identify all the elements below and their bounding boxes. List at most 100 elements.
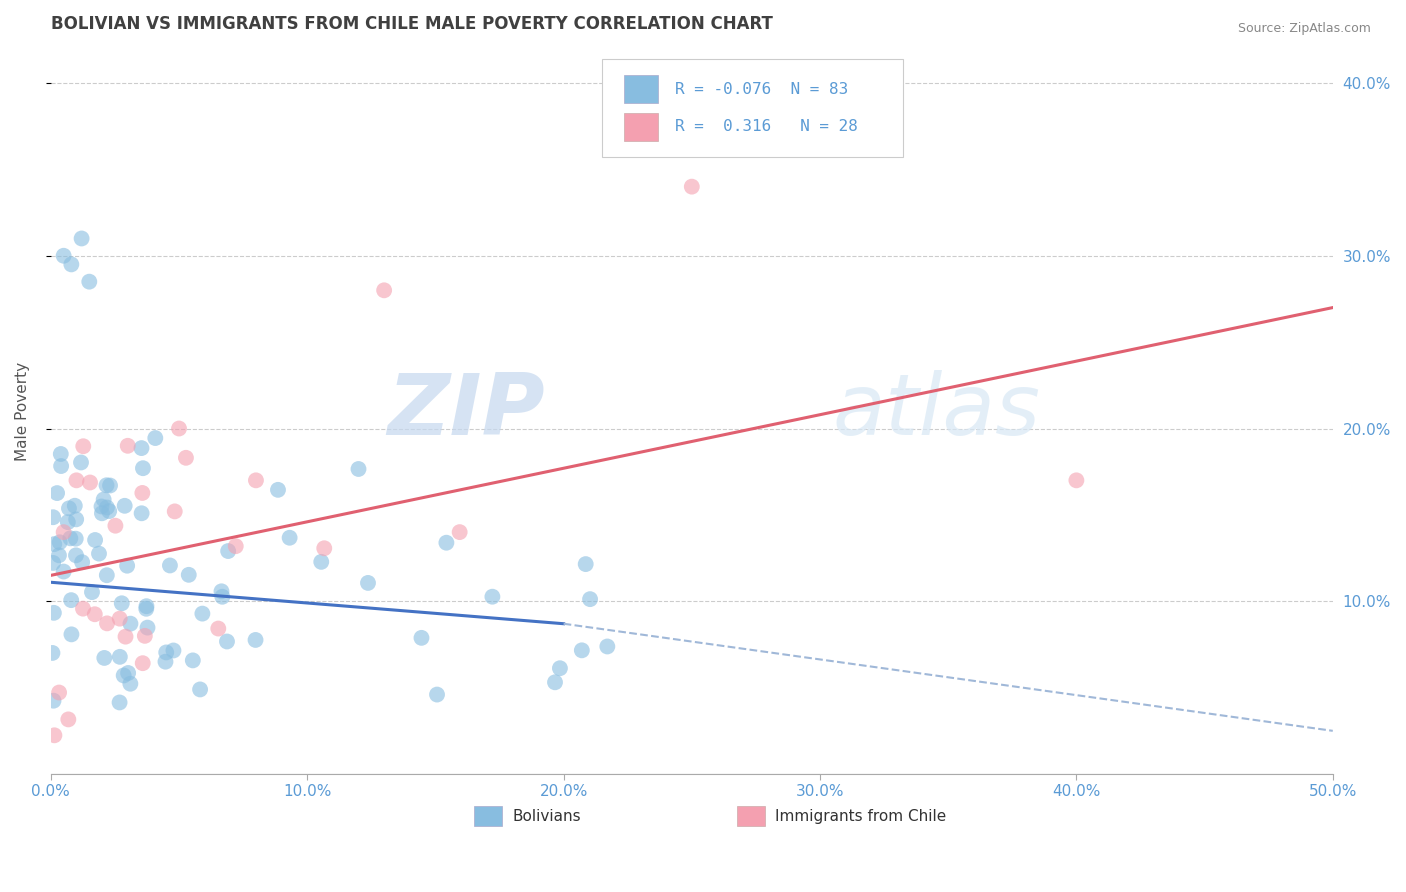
Point: [155, 645, 177, 659]
Point: [84, 533, 107, 547]
Point: [52, 565, 75, 579]
Point: [91, 506, 114, 520]
Point: [132, 461, 155, 475]
Point: [681, 179, 703, 194]
Point: [96, 500, 118, 515]
Point: [52, 525, 75, 540]
Point: [90, 500, 112, 514]
FancyBboxPatch shape: [474, 806, 502, 826]
Point: [115, 558, 138, 573]
Point: [215, 634, 238, 648]
Point: [278, 531, 301, 545]
Point: [108, 612, 131, 626]
Text: ZIP: ZIP: [387, 370, 544, 453]
Point: [49, 458, 72, 473]
Point: [347, 462, 370, 476]
Point: [44, 537, 66, 551]
Point: [65, 549, 87, 563]
Point: [60, 257, 83, 271]
Y-axis label: Male Poverty: Male Poverty: [15, 361, 30, 461]
Point: [79, 475, 101, 490]
Point: [134, 629, 156, 643]
Text: Source: ZipAtlas.com: Source: ZipAtlas.com: [1237, 22, 1371, 36]
Point: [104, 518, 127, 533]
Point: [579, 592, 602, 607]
Point: [120, 616, 142, 631]
Point: [48, 549, 70, 563]
Point: [135, 599, 157, 614]
Point: [131, 506, 153, 520]
Point: [108, 695, 131, 709]
Point: [571, 643, 593, 657]
Point: [155, 655, 177, 669]
Point: [60, 627, 83, 641]
Point: [56, 515, 79, 529]
Point: [72, 601, 94, 615]
Point: [120, 677, 142, 691]
Point: [70, 455, 93, 469]
Point: [79, 275, 101, 289]
Point: [98, 504, 121, 518]
Text: BOLIVIAN VS IMMIGRANTS FROM CHILE MALE POVERTY CORRELATION CHART: BOLIVIAN VS IMMIGRANTS FROM CHILE MALE P…: [51, 15, 773, 33]
Text: R =  0.316   N = 28: R = 0.316 N = 28: [675, 120, 858, 135]
Point: [70, 555, 93, 569]
Point: [174, 450, 197, 465]
Point: [245, 632, 267, 647]
Point: [44, 728, 66, 742]
Point: [225, 539, 247, 553]
Point: [207, 622, 229, 636]
Point: [48, 535, 70, 549]
Point: [1066, 473, 1088, 487]
Point: [60, 593, 83, 607]
Point: [177, 567, 200, 582]
Point: [49, 447, 72, 461]
Point: [48, 685, 70, 699]
Point: [42, 556, 65, 570]
Point: [135, 601, 157, 615]
Point: [548, 661, 571, 675]
FancyBboxPatch shape: [602, 60, 903, 157]
FancyBboxPatch shape: [624, 75, 658, 103]
Point: [136, 621, 159, 635]
Point: [143, 431, 166, 445]
Point: [267, 483, 290, 497]
Point: [544, 675, 567, 690]
Point: [93, 651, 115, 665]
Point: [131, 441, 153, 455]
Point: [70, 231, 93, 245]
Text: Immigrants from Chile: Immigrants from Chile: [775, 809, 946, 824]
Point: [58, 501, 80, 516]
Point: [357, 575, 380, 590]
Point: [52, 249, 75, 263]
Point: [163, 504, 186, 518]
Point: [114, 630, 136, 644]
FancyBboxPatch shape: [737, 806, 765, 826]
Point: [131, 486, 153, 500]
Point: [188, 682, 211, 697]
Point: [98, 478, 121, 492]
Point: [46, 486, 69, 500]
Point: [373, 283, 395, 297]
Point: [42, 510, 65, 524]
Point: [117, 439, 139, 453]
Point: [596, 640, 619, 654]
Point: [65, 512, 87, 526]
Point: [65, 473, 87, 487]
Point: [63, 499, 86, 513]
Point: [309, 555, 332, 569]
Point: [434, 535, 457, 549]
Point: [162, 643, 184, 657]
Point: [65, 532, 87, 546]
Point: [117, 665, 139, 680]
Point: [96, 616, 118, 631]
Point: [42, 606, 65, 620]
Point: [481, 590, 503, 604]
Point: [426, 688, 449, 702]
Point: [245, 473, 267, 487]
Point: [411, 631, 433, 645]
Text: Bolivians: Bolivians: [512, 809, 581, 824]
Point: [211, 590, 233, 604]
Point: [87, 547, 110, 561]
Point: [132, 656, 155, 670]
Point: [217, 544, 239, 558]
